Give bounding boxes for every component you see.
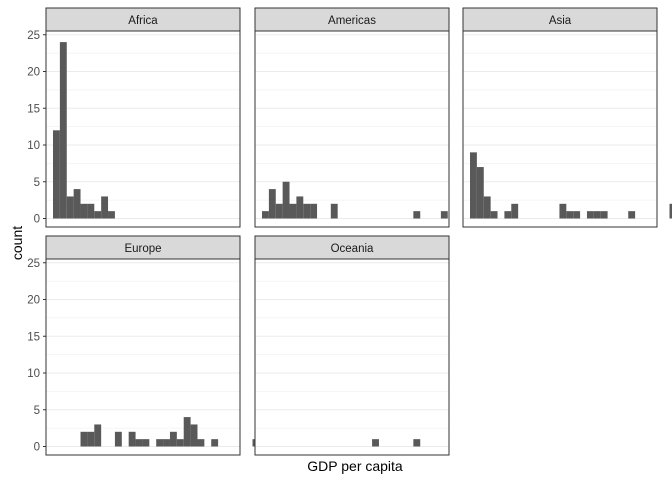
panel-background	[255, 259, 449, 455]
histogram-bar	[169, 431, 177, 447]
facet-panel-europe: Europe 0 5 10 15 20 25	[27, 235, 260, 456]
y-tick-label: 25	[27, 258, 40, 270]
histogram-bar	[163, 439, 170, 447]
y-tick-label: 10	[27, 140, 40, 152]
histogram-bar	[586, 211, 594, 219]
histogram-bar	[275, 203, 283, 219]
panel-border	[254, 258, 450, 456]
histogram-bar	[197, 439, 205, 447]
histogram-bar	[511, 203, 519, 219]
histogram-bar	[183, 417, 191, 447]
y-tick-label: 25	[27, 30, 40, 42]
histogram-bar	[669, 203, 672, 219]
histogram-bar	[559, 203, 567, 219]
histogram-bar	[470, 152, 477, 219]
y-tick-label: 15	[27, 331, 40, 343]
histogram-bar	[330, 203, 338, 219]
panel-border	[45, 30, 241, 228]
histogram-bar	[440, 211, 448, 219]
histogram-bar	[128, 431, 136, 447]
panel-border	[462, 30, 658, 228]
y-tick-label: 0	[34, 442, 40, 454]
histogram-bar	[135, 439, 143, 447]
histogram-bar	[211, 439, 219, 447]
histogram-bar	[476, 167, 484, 219]
histogram-bar	[282, 181, 290, 219]
y-axis-title: count	[9, 226, 25, 260]
histogram-bar	[483, 196, 491, 219]
histogram-bar	[94, 424, 102, 447]
histogram-bar	[628, 211, 636, 219]
histogram-bar	[600, 211, 608, 219]
histogram-bar	[108, 211, 115, 219]
histogram-bar	[114, 431, 122, 447]
histogram-bar	[413, 211, 421, 219]
facet-strip-label: Oceania	[331, 243, 374, 255]
histogram-bar	[59, 42, 67, 219]
histogram-bar	[80, 203, 88, 219]
histogram-bar	[94, 211, 102, 219]
histogram-bar	[310, 203, 318, 219]
facet-strip-label: Africa	[128, 15, 158, 27]
y-tick-label: 5	[34, 405, 40, 417]
facet-panel-oceania: Oceania	[254, 235, 450, 456]
histogram-bar	[176, 439, 184, 447]
histogram-bar	[142, 439, 150, 447]
y-tick-label: 20	[27, 67, 40, 79]
facet-panel-africa: Africa 0 5 10 15 20 25	[27, 7, 241, 228]
histogram-bar	[268, 189, 276, 219]
y-tick-label: 0	[34, 214, 40, 226]
y-tick-label: 10	[27, 368, 40, 380]
histogram-bar	[296, 196, 304, 219]
histogram-bar	[101, 196, 109, 219]
histogram-bar	[413, 439, 421, 447]
y-tick-label: 5	[34, 177, 40, 189]
histogram-bar	[289, 203, 297, 219]
histogram-bar	[156, 439, 164, 447]
histogram-bar	[53, 130, 60, 219]
histogram-bar	[593, 211, 601, 219]
histogram-bar	[66, 196, 74, 219]
panel-border	[254, 30, 450, 228]
facet-strip-label: Asia	[549, 15, 572, 27]
histogram-bar	[372, 439, 379, 447]
histogram-bar	[87, 431, 95, 447]
histogram-bar	[80, 431, 88, 447]
y-tick-label: 20	[27, 295, 40, 307]
facet-panel-asia: Asia	[462, 7, 672, 228]
histogram-bar	[573, 211, 581, 219]
panel-background	[46, 259, 240, 455]
y-tick-label: 15	[27, 103, 40, 115]
panel-background	[463, 31, 657, 227]
histogram-bar	[87, 203, 95, 219]
histogram-bar	[262, 211, 269, 219]
x-axis-title: GDP per capita	[307, 458, 403, 474]
facet-panel-americas: Americas	[254, 7, 450, 228]
facet-strip-label: Americas	[328, 15, 376, 27]
histogram-bar	[190, 424, 198, 447]
histogram-bar	[73, 189, 81, 219]
panel-border	[45, 258, 241, 456]
histogram-bar	[490, 211, 498, 219]
histogram-bar	[504, 211, 512, 219]
facet-strip-label: Europe	[124, 243, 161, 255]
histogram-bar	[303, 203, 311, 219]
histogram-bar	[566, 211, 574, 219]
